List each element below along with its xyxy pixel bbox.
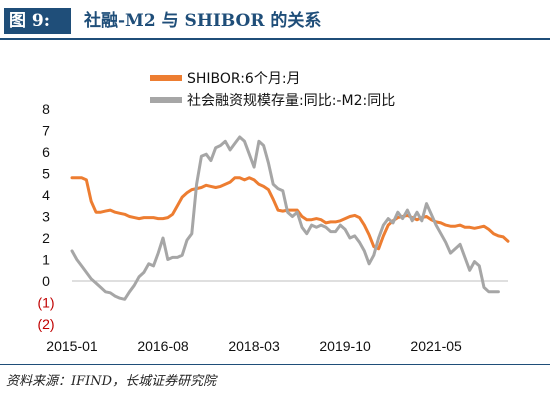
figure-header: 图 9: 社融-M2 与 SHIBOR 的关系 — [0, 0, 550, 40]
figure-number: 图 9: — [4, 8, 71, 34]
x-tick-label: 2019-10 — [319, 338, 371, 354]
source-note: 资料来源：IFIND，长城证券研究院 — [6, 374, 217, 389]
legend-label: SHIBOR:6个月:月 — [187, 71, 301, 87]
y-tick-label: 1 — [42, 252, 50, 268]
y-tick-label: 5 — [42, 166, 50, 182]
y-tick-label: (2) — [37, 316, 54, 332]
y-tick-label: 7 — [42, 123, 50, 139]
y-tick-label: 6 — [42, 144, 50, 160]
x-axis: 2015-01 2016-08 2018-03 2019-10 2021-05 — [46, 280, 508, 354]
figure-title: 社融-M2 与 SHIBOR 的关系 — [84, 11, 322, 31]
series-group — [70, 135, 510, 301]
x-tick-label: 2021-05 — [410, 338, 462, 354]
y-tick-label: 8 — [42, 101, 50, 117]
x-tick-label: 2018-03 — [228, 338, 280, 354]
legend-label: 社会融资规模存量:同比:-M2:同比 — [187, 93, 395, 109]
y-tick-label: 3 — [42, 209, 50, 225]
y-tick-label: 4 — [42, 187, 50, 203]
y-tick-label: (1) — [37, 295, 54, 311]
x-tick-label: 2016-08 — [137, 338, 189, 354]
header-rule — [0, 38, 550, 40]
x-tick-label: 2015-01 — [46, 338, 98, 354]
tsf-m2-line — [70, 135, 500, 301]
y-axis: 8 7 6 5 4 3 2 1 0 (1) (2) — [37, 101, 54, 332]
y-tick-label: 0 — [42, 273, 50, 289]
footer-rule — [0, 364, 550, 365]
y-tick-label: 2 — [42, 230, 50, 246]
